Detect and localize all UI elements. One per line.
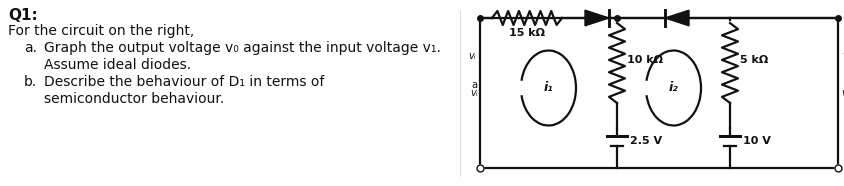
Text: i₂: i₂ <box>668 81 678 94</box>
Text: semiconductor behaviour.: semiconductor behaviour. <box>44 92 224 106</box>
Text: Q1:: Q1: <box>8 8 38 23</box>
Text: Graph the output voltage v₀ against the input voltage v₁.: Graph the output voltage v₀ against the … <box>44 41 441 55</box>
Text: 10 V: 10 V <box>742 136 770 146</box>
Text: v₀: v₀ <box>841 51 844 61</box>
Text: vᵢ: vᵢ <box>470 88 478 98</box>
Text: b.: b. <box>24 75 37 89</box>
Text: i₁: i₁ <box>543 81 553 94</box>
Text: 2.5 V: 2.5 V <box>630 136 662 146</box>
Text: Describe the behaviour of D₁ in terms of: Describe the behaviour of D₁ in terms of <box>44 75 324 89</box>
Text: v₀: v₀ <box>840 88 844 98</box>
Text: a: a <box>470 80 476 90</box>
Text: a.: a. <box>24 41 37 55</box>
Text: 15 kΩ: 15 kΩ <box>508 28 544 38</box>
Text: 5 kΩ: 5 kΩ <box>739 55 767 65</box>
Text: 10 kΩ: 10 kΩ <box>626 55 663 65</box>
Polygon shape <box>664 10 688 26</box>
Text: Assume ideal diodes.: Assume ideal diodes. <box>44 58 191 72</box>
Text: For the circuit on the right,: For the circuit on the right, <box>8 24 194 38</box>
Text: vᵢ: vᵢ <box>468 51 475 61</box>
Polygon shape <box>584 10 609 26</box>
